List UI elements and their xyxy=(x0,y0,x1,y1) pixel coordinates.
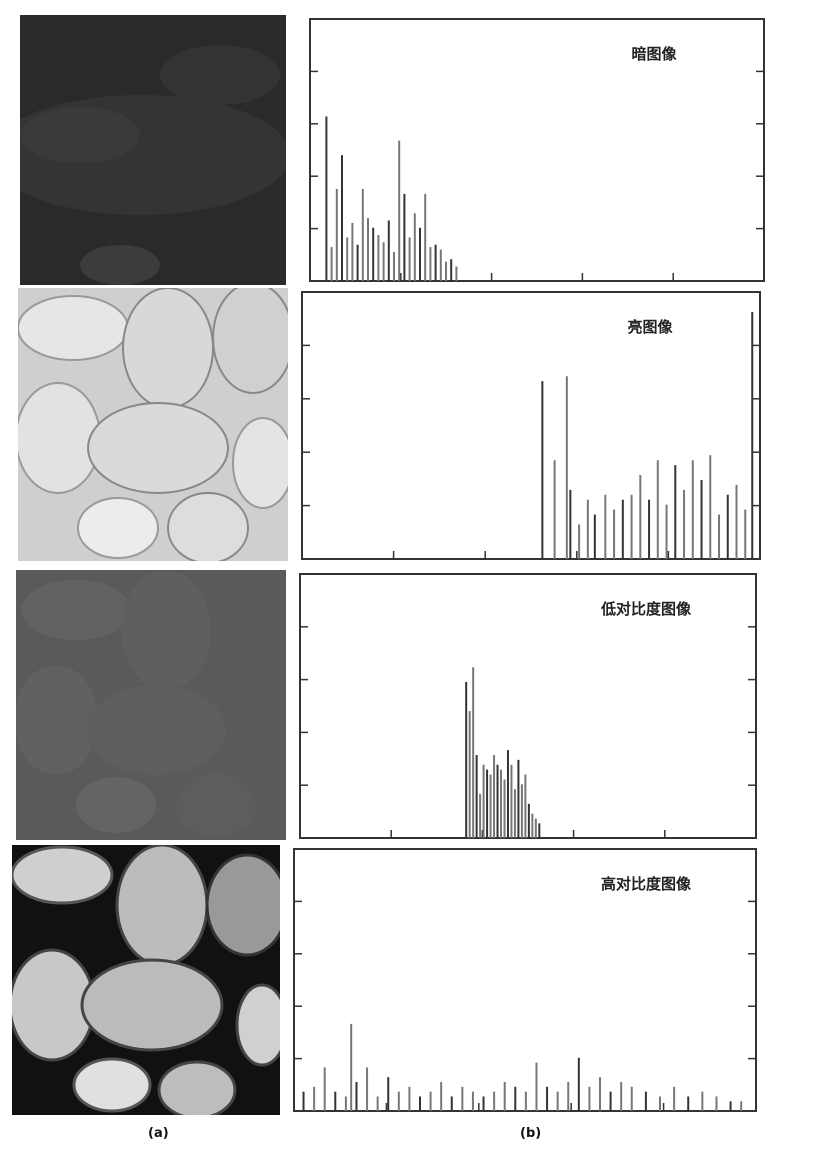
image-bright xyxy=(18,288,288,561)
dark-micrograph xyxy=(20,15,286,285)
image-low-contrast xyxy=(16,570,286,840)
histogram-low-contrast-svg: 低对比度图像 xyxy=(299,573,757,839)
plot-frame xyxy=(301,291,761,560)
high-contrast-micrograph xyxy=(12,845,280,1115)
caption-b: (b) xyxy=(520,1126,542,1141)
histogram-dark: 暗图像 xyxy=(308,15,766,285)
histogram-title: 高对比度图像 xyxy=(601,875,692,893)
histogram-title: 亮图像 xyxy=(627,318,673,336)
histogram-bright-svg: 亮图像 xyxy=(301,291,761,560)
plot-frame xyxy=(309,18,765,282)
histogram-title: 暗图像 xyxy=(631,45,677,63)
bright-micrograph xyxy=(18,288,288,561)
histogram-low-contrast: 低对比度图像 xyxy=(298,570,758,842)
image-dark xyxy=(20,15,286,285)
histogram-dark-svg: 暗图像 xyxy=(309,18,765,282)
image-high-contrast xyxy=(12,845,280,1115)
low-contrast-micrograph xyxy=(16,570,286,840)
histogram-title: 低对比度图像 xyxy=(600,600,692,618)
histogram-bright: 亮图像 xyxy=(300,288,762,563)
histogram-high-contrast-svg: 高对比度图像 xyxy=(293,848,757,1112)
plot-frame xyxy=(299,573,757,839)
histogram-high-contrast: 高对比度图像 xyxy=(292,845,758,1115)
caption-a: (a) xyxy=(148,1126,169,1141)
plot-frame xyxy=(293,848,757,1112)
